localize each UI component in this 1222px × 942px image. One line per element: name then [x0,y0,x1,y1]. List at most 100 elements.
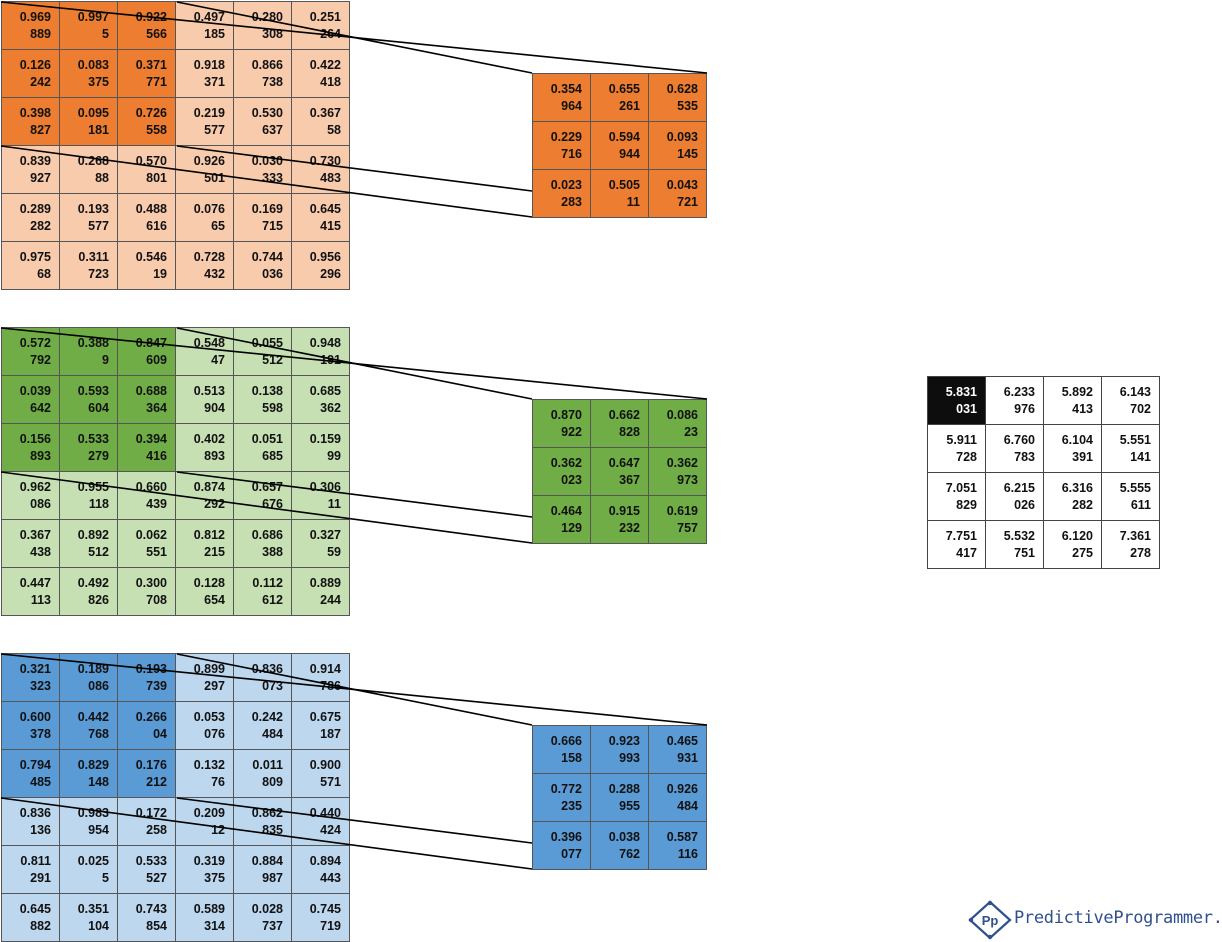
cell-value: 7.361 278 [1119,528,1151,560]
matrix-cell: 0.628 535 [648,73,707,122]
cell-value: 0.685 362 [309,383,341,415]
cell-value: 0.039 642 [19,383,51,415]
cell-value: 0.926 484 [666,781,698,813]
cell-value: 0.926 501 [193,153,225,185]
matrix-cell: 0.465 931 [648,725,707,774]
matrix-cell: 0.874 292 [175,471,234,520]
cell-value: 0.589 314 [193,901,225,933]
cell-value: 0.354 964 [550,81,582,113]
cell-value: 0.619 757 [666,503,698,535]
matrix-cell: 0.488 616 [117,193,176,242]
cell-value: 0.862 835 [251,805,283,837]
cell-value: 0.193 739 [135,661,167,693]
grid-row: 0.126 242 0.083 375 0.371 771 0.918 371 0.866 738… [1,49,350,98]
cell-value: 0.011 809 [252,757,283,789]
cell-value: 0.628 535 [666,81,698,113]
cell-value: 0.289 282 [19,201,51,233]
site-logo: Pp PredictiveProgrammer.com [968,900,1222,940]
cell-value: 0.726 558 [135,105,167,137]
matrix-cell: 6.120 275 [1043,520,1102,569]
matrix-cell: 0.675 187 [291,701,350,750]
cell-value: 0.229 716 [550,129,582,161]
matrix-cell: 0.847 609 [117,327,176,376]
matrix-cell: 0.367 438 [1,519,60,568]
cell-value: 6.215 026 [1003,480,1035,512]
matrix-cell: 0.572 792 [1,327,60,376]
cell-value: 0.043 721 [666,177,698,209]
cell-value: 0.884 987 [251,853,283,885]
matrix-cell: 0.900 571 [291,749,350,798]
cell-value: 0.126 242 [19,57,51,89]
cell-value: 5.892 413 [1061,384,1093,416]
matrix-cell: 0.242 484 [233,701,292,750]
cell-value: 5.831 031 [945,384,977,416]
cell-value: 6.104 391 [1061,432,1093,464]
matrix-cell: 0.926 501 [175,145,234,194]
matrix-cell: 5.831 031 [927,376,986,425]
cell-value: 0.745 719 [309,901,341,933]
grid-row: 0.321 323 0.189 086 0.193 739 0.899 297 0.836 073… [1,653,350,702]
cell-value: 0.288 955 [608,781,640,813]
cell-value: 0.193 577 [77,201,109,233]
matrix-cell: 0.289 282 [1,193,60,242]
cell-value: 0.219 577 [193,105,225,137]
matrix-cell: 0.662 828 [590,399,649,448]
matrix-cell: 0.193 577 [59,193,118,242]
cell-value: 0.533 279 [77,431,109,463]
cell-value: 0.956 296 [309,249,341,281]
cell-value: 0.464 129 [550,503,582,535]
matrix-cell: 0.189 086 [59,653,118,702]
matrix-cell: 0.083 375 [59,49,118,98]
matrix-cell: 0.440 424 [291,797,350,846]
matrix-cell: 0.686 388 [233,519,292,568]
matrix-cell: 0.172 258 [117,797,176,846]
matrix-cell: 0.219 577 [175,97,234,146]
cell-value: 0.388 9 [77,335,109,367]
cell-value: 0.918 371 [193,57,225,89]
grid-row: 0.839 927 0.268 88 0.570 801 0.926 501 0.030 333 0… [1,145,350,194]
matrix-cell: 7.751 417 [927,520,986,569]
cell-value: 0.266 04 [135,709,167,741]
matrix-cell: 0.726 558 [117,97,176,146]
matrix-cell: 0.955 118 [59,471,118,520]
matrix-cell: 0.086 23 [648,399,707,448]
grid-row: 0.600 378 0.442 768 0.266 04 0.053 076 0.242 484 0… [1,701,350,750]
matrix-cell: 0.926 484 [648,773,707,822]
cell-value: 0.209 12 [193,805,225,837]
input-channel-blue: 0.321 323 0.189 086 0.193 739 0.899 297 0.836 073… [1,653,350,942]
cell-value: 0.645 415 [309,201,341,233]
cell-value: 0.156 893 [19,431,51,463]
matrix-cell: 0.062 551 [117,519,176,568]
grid-row: 0.156 893 0.533 279 0.394 416 0.402 893 0.051 685… [1,423,350,472]
matrix-cell: 0.043 721 [648,169,707,218]
cell-value: 0.138 598 [251,383,283,415]
matrix-cell: 0.251 264 [291,1,350,50]
cell-value: 0.530 637 [251,105,283,137]
matrix-cell: 0.371 771 [117,49,176,98]
matrix-cell: 0.889 244 [291,567,350,616]
cell-value: 0.660 439 [135,479,167,511]
matrix-cell: 0.892 512 [59,519,118,568]
matrix-cell: 0.772 235 [532,773,591,822]
cell-value: 0.025 5 [77,853,109,885]
cell-value: 0.730 483 [309,153,341,185]
cell-value: 0.311 723 [78,249,109,281]
matrix-cell: 0.055 512 [233,327,292,376]
cell-value: 0.948 191 [309,335,341,367]
cell-value: 0.076 65 [193,201,225,233]
cell-value: 0.836 073 [251,661,283,693]
cell-value: 0.688 364 [135,383,167,415]
cell-value: 0.327 59 [309,527,341,559]
matrix-cell: 0.288 955 [590,773,649,822]
cell-value: 0.055 512 [251,335,283,367]
matrix-cell: 0.053 076 [175,701,234,750]
matrix-cell: 0.655 261 [590,73,649,122]
cell-value: 0.593 604 [77,383,109,415]
matrix-cell: 0.442 768 [59,701,118,750]
matrix-cell: 0.587 116 [648,821,707,870]
matrix-cell: 0.589 314 [175,893,234,942]
cell-value: 0.086 23 [666,407,698,439]
grid-row: 0.836 136 0.983 954 0.172 258 0.209 12 0.862 835 0… [1,797,350,846]
matrix-cell: 0.319 375 [175,845,234,894]
cell-value: 0.367 438 [19,527,51,559]
